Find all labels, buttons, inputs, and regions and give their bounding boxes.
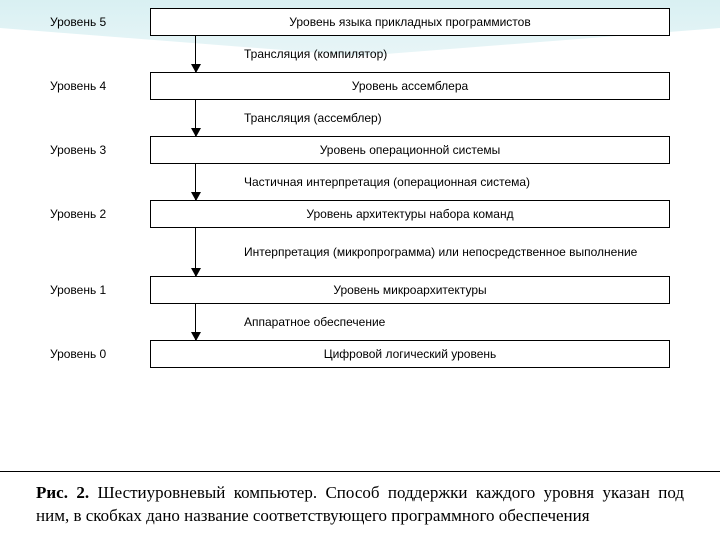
level-label: Уровень 5 bbox=[50, 8, 150, 36]
transition-label: Аппаратное обеспечение bbox=[240, 304, 670, 340]
transition-row: Трансляция (компилятор) bbox=[50, 36, 670, 72]
arrow-down-icon bbox=[150, 36, 240, 72]
transition-row: Аппаратное обеспечение bbox=[50, 304, 670, 340]
spacer bbox=[50, 304, 150, 340]
transition-row: Интерпретация (микропрограмма) или непос… bbox=[50, 228, 670, 276]
level-row: Уровень 4Уровень ассемблера bbox=[50, 72, 670, 100]
level-box: Уровень архитектуры набора команд bbox=[150, 200, 670, 228]
level-box: Уровень микроархитектуры bbox=[150, 276, 670, 304]
arrow-down-icon bbox=[150, 304, 240, 340]
figure-caption: Рис. 2. Шестиуровневый компьютер. Способ… bbox=[0, 471, 720, 528]
arrow-down-icon bbox=[150, 164, 240, 200]
transition-row: Частичная интерпретация (операционная си… bbox=[50, 164, 670, 200]
level-box: Уровень ассемблера bbox=[150, 72, 670, 100]
level-label: Уровень 3 bbox=[50, 136, 150, 164]
level-label: Уровень 2 bbox=[50, 200, 150, 228]
transition-label: Трансляция (компилятор) bbox=[240, 36, 670, 72]
spacer bbox=[50, 164, 150, 200]
spacer bbox=[50, 36, 150, 72]
levels-diagram: Уровень 5Уровень языка прикладных програ… bbox=[50, 8, 670, 368]
transition-label: Трансляция (ассемблер) bbox=[240, 100, 670, 136]
transition-label: Интерпретация (микропрограмма) или непос… bbox=[240, 228, 670, 276]
transition-label: Частичная интерпретация (операционная си… bbox=[240, 164, 670, 200]
arrow-down-icon bbox=[150, 228, 240, 276]
level-label: Уровень 1 bbox=[50, 276, 150, 304]
level-box: Цифровой логический уровень bbox=[150, 340, 670, 368]
level-row: Уровень 0Цифровой логический уровень bbox=[50, 340, 670, 368]
level-label: Уровень 4 bbox=[50, 72, 150, 100]
level-label: Уровень 0 bbox=[50, 340, 150, 368]
spacer bbox=[50, 100, 150, 136]
level-row: Уровень 3Уровень операционной системы bbox=[50, 136, 670, 164]
level-row: Уровень 5Уровень языка прикладных програ… bbox=[50, 8, 670, 36]
level-row: Уровень 2Уровень архитектуры набора кома… bbox=[50, 200, 670, 228]
level-box: Уровень языка прикладных программистов bbox=[150, 8, 670, 36]
caption-label: Рис. 2. bbox=[36, 483, 89, 502]
transition-row: Трансляция (ассемблер) bbox=[50, 100, 670, 136]
level-row: Уровень 1Уровень микроархитектуры bbox=[50, 276, 670, 304]
arrow-down-icon bbox=[150, 100, 240, 136]
level-box: Уровень операционной системы bbox=[150, 136, 670, 164]
caption-text: Шестиуровневый компьютер. Способ поддерж… bbox=[36, 483, 684, 525]
spacer bbox=[50, 228, 150, 276]
slide-content: Уровень 5Уровень языка прикладных програ… bbox=[0, 0, 720, 376]
